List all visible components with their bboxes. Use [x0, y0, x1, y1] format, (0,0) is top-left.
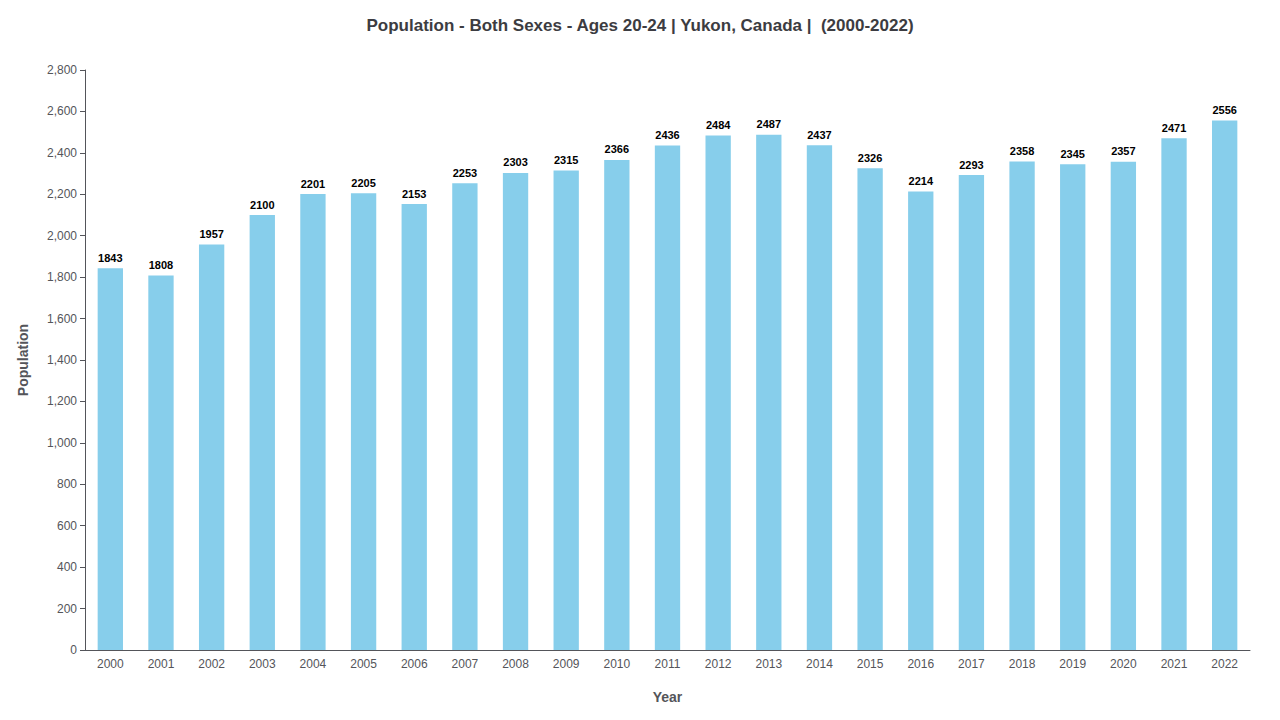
- svg-text:2303: 2303: [503, 156, 527, 168]
- svg-text:400: 400: [57, 560, 77, 574]
- svg-text:1,200: 1,200: [47, 394, 77, 408]
- svg-text:2018: 2018: [1009, 657, 1036, 671]
- svg-text:2015: 2015: [857, 657, 884, 671]
- svg-text:1957: 1957: [199, 228, 223, 240]
- svg-text:Population: Population: [15, 324, 31, 396]
- svg-text:2000: 2000: [97, 657, 124, 671]
- svg-text:2008: 2008: [502, 657, 529, 671]
- svg-text:2021: 2021: [1161, 657, 1188, 671]
- svg-text:2022: 2022: [1211, 657, 1238, 671]
- svg-text:2001: 2001: [148, 657, 175, 671]
- svg-text:2214: 2214: [909, 175, 934, 187]
- svg-text:2004: 2004: [300, 657, 327, 671]
- svg-text:1,400: 1,400: [47, 353, 77, 367]
- svg-text:1,800: 1,800: [47, 270, 77, 284]
- svg-text:2,000: 2,000: [47, 229, 77, 243]
- svg-text:2293: 2293: [959, 159, 983, 171]
- svg-text:2315: 2315: [554, 154, 578, 166]
- svg-text:2016: 2016: [907, 657, 934, 671]
- svg-text:2,200: 2,200: [47, 187, 77, 201]
- svg-text:2,800: 2,800: [47, 63, 77, 77]
- svg-text:2010: 2010: [603, 657, 630, 671]
- svg-text:2253: 2253: [453, 167, 477, 179]
- svg-text:2006: 2006: [401, 657, 428, 671]
- svg-text:0: 0: [70, 643, 77, 657]
- svg-text:2205: 2205: [351, 177, 375, 189]
- svg-text:200: 200: [57, 602, 77, 616]
- svg-text:2345: 2345: [1060, 148, 1084, 160]
- svg-text:1,600: 1,600: [47, 312, 77, 326]
- svg-text:2326: 2326: [858, 152, 882, 164]
- svg-text:Year: Year: [653, 689, 683, 705]
- svg-text:2019: 2019: [1059, 657, 1086, 671]
- svg-text:600: 600: [57, 519, 77, 533]
- svg-text:2012: 2012: [705, 657, 732, 671]
- svg-text:2011: 2011: [655, 657, 681, 671]
- svg-text:1808: 1808: [149, 259, 173, 271]
- svg-text:2201: 2201: [301, 178, 325, 190]
- svg-text:800: 800: [57, 477, 77, 491]
- svg-text:2003: 2003: [249, 657, 276, 671]
- svg-text:2153: 2153: [402, 188, 426, 200]
- svg-text:2436: 2436: [655, 129, 679, 141]
- svg-text:2484: 2484: [706, 119, 731, 131]
- svg-text:2005: 2005: [350, 657, 377, 671]
- svg-text:2002: 2002: [198, 657, 225, 671]
- svg-text:2100: 2100: [250, 199, 274, 211]
- svg-text:2471: 2471: [1162, 122, 1186, 134]
- svg-text:Population - Both Sexes - Ages: Population - Both Sexes - Ages 20-24 | Y…: [366, 16, 913, 35]
- svg-text:2,400: 2,400: [47, 146, 77, 160]
- svg-text:1,000: 1,000: [47, 436, 77, 450]
- svg-text:2017: 2017: [958, 657, 985, 671]
- svg-text:2020: 2020: [1110, 657, 1137, 671]
- svg-text:2487: 2487: [757, 118, 781, 130]
- svg-text:2014: 2014: [806, 657, 833, 671]
- svg-text:2437: 2437: [807, 129, 831, 141]
- svg-text:2,600: 2,600: [47, 104, 77, 118]
- svg-text:1843: 1843: [98, 252, 122, 264]
- svg-text:2556: 2556: [1212, 104, 1236, 116]
- svg-text:2357: 2357: [1111, 145, 1135, 157]
- svg-text:2366: 2366: [605, 143, 629, 155]
- svg-text:2358: 2358: [1010, 145, 1034, 157]
- svg-text:2013: 2013: [755, 657, 782, 671]
- svg-text:2009: 2009: [553, 657, 580, 671]
- svg-text:2007: 2007: [452, 657, 479, 671]
